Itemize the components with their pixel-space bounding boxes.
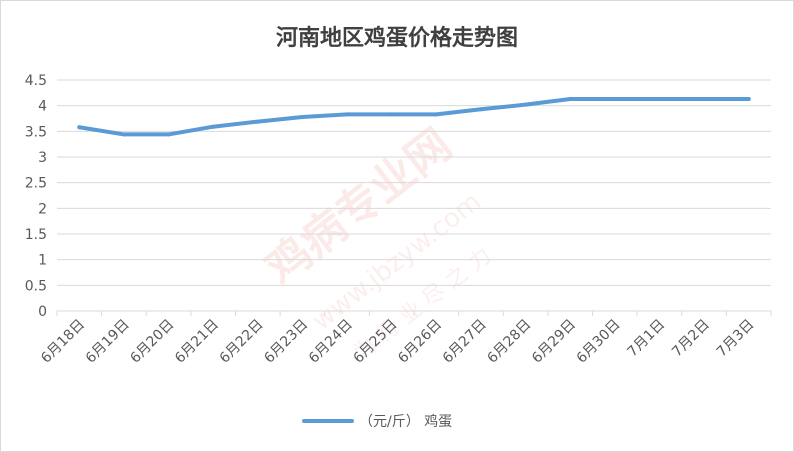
data-point — [702, 96, 707, 101]
legend-label: （元/斤） 鸡蛋 — [359, 413, 452, 430]
data-point — [121, 132, 126, 137]
data-point — [345, 112, 350, 117]
x-tick-label: 6月29日 — [529, 317, 579, 367]
data-point — [255, 119, 260, 124]
x-tick-label: 6月23日 — [261, 317, 311, 367]
x-tick-label: 6月18日 — [38, 317, 88, 367]
y-tick-label: 2 — [38, 201, 47, 217]
x-tick-label: 6月19日 — [83, 317, 133, 367]
data-point — [389, 112, 394, 117]
x-tick-label: 7月3日 — [714, 317, 758, 361]
data-point — [77, 125, 82, 130]
watermark-brand: 鸡病专业网 — [256, 119, 461, 295]
grid — [57, 79, 771, 312]
data-point — [612, 96, 617, 101]
y-tick-label: 4.5 — [25, 73, 47, 89]
x-tick-label: 6月27日 — [440, 317, 490, 367]
y-tick-label: 1.5 — [25, 227, 47, 243]
y-tick-label: 3.5 — [25, 124, 47, 140]
y-tick-label: 0.5 — [25, 278, 47, 294]
data-point — [166, 132, 171, 137]
data-point — [434, 112, 439, 117]
y-tick-label: 1 — [38, 253, 47, 269]
x-tick-label: 6月30日 — [574, 317, 624, 367]
series-line-0 — [77, 96, 751, 137]
x-tick-label: 6月22日 — [217, 317, 267, 367]
y-tick-label: 0 — [38, 304, 47, 320]
chart-title: 河南地区鸡蛋价格走势图 — [276, 25, 518, 51]
data-point — [211, 124, 216, 129]
y-tick-label: 3 — [38, 150, 47, 166]
y-axis: 0 0.5 1 1.5 2 2.5 3 3.5 4 4.5 — [25, 73, 47, 320]
data-point — [523, 102, 528, 107]
x-tick-label: 6月21日 — [172, 317, 222, 367]
data-point — [746, 96, 751, 101]
legend: （元/斤） 鸡蛋 — [302, 413, 452, 430]
x-tick-label: 6月28日 — [484, 317, 534, 367]
y-tick-label: 4 — [38, 99, 47, 115]
y-tick-label: 2.5 — [25, 176, 47, 192]
x-tick-label: 6月20日 — [127, 317, 177, 367]
data-point — [568, 96, 573, 101]
x-tick-label: 7月2日 — [669, 317, 713, 361]
data-point — [478, 107, 483, 112]
data-point — [657, 96, 662, 101]
data-point — [300, 114, 305, 119]
x-tick-label: 7月1日 — [625, 317, 669, 361]
series-group — [77, 96, 751, 137]
